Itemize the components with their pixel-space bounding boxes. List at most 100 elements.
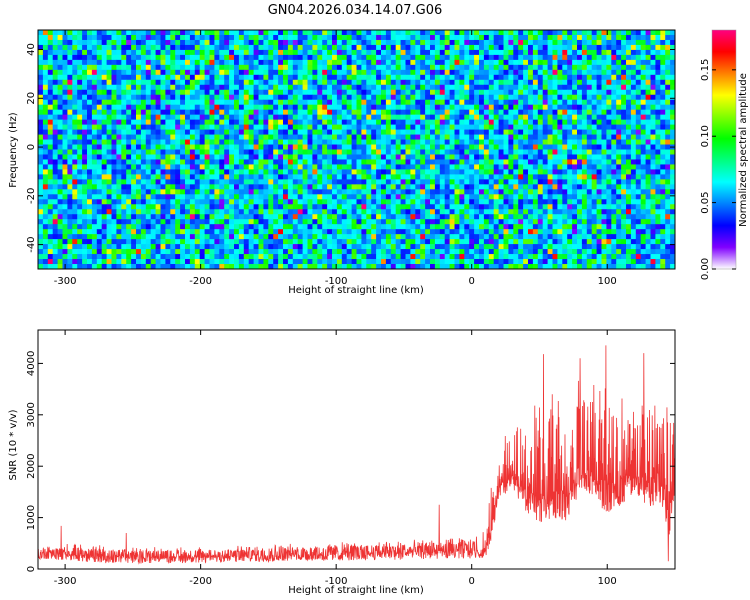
heatmap-cell: [111, 104, 117, 111]
heatmap-cell: [351, 134, 357, 140]
heatmap-cell: [155, 119, 161, 126]
heatmap-cell: [532, 59, 539, 66]
heatmap-cell: [425, 179, 431, 185]
heatmap-cell: [601, 119, 607, 126]
heatmap-cell: [395, 114, 401, 121]
heatmap-cell: [640, 94, 646, 101]
heatmap-cell: [145, 94, 152, 101]
heatmap-cell: [155, 139, 161, 145]
heatmap-cell: [376, 94, 382, 101]
heatmap-cell: [131, 44, 137, 51]
heatmap-cell: [459, 84, 465, 91]
heatmap-cell: [640, 154, 646, 160]
heatmap-cell: [464, 69, 470, 76]
heatmap-cell: [194, 49, 201, 56]
heatmap-cell: [626, 149, 632, 155]
heatmap-cell: [385, 94, 392, 101]
heatmap-cell: [395, 79, 401, 86]
heatmap-cell: [356, 194, 362, 200]
heatmap-cell: [351, 174, 357, 180]
heatmap-cell: [371, 109, 377, 116]
heatmap-cell: [327, 104, 333, 111]
heatmap-cell: [665, 204, 671, 210]
heatmap-cell: [62, 189, 68, 195]
heatmap-cell: [140, 159, 147, 165]
heatmap-cell: [640, 204, 646, 210]
heatmap-cell: [327, 124, 333, 130]
heatmap-cell: [38, 94, 44, 101]
heatmap-cell: [47, 44, 54, 51]
heatmap-cell: [283, 199, 289, 205]
heatmap-cell: [116, 119, 122, 126]
heatmap-cell: [601, 109, 607, 116]
heatmap-cell: [356, 99, 362, 106]
heatmap-cell: [116, 219, 122, 225]
heatmap-cell: [537, 119, 544, 126]
heatmap-cell: [155, 199, 161, 205]
heatmap-cell: [243, 59, 250, 66]
heatmap-cell: [621, 30, 627, 36]
heatmap-cell: [155, 144, 161, 150]
heatmap-cell: [611, 109, 617, 116]
heatmap-cell: [552, 104, 558, 111]
heatmap-cell: [670, 34, 676, 41]
heatmap-cell: [430, 164, 436, 170]
heatmap-cell: [278, 104, 284, 111]
heatmap-cell: [366, 174, 372, 180]
heatmap-cell: [552, 44, 558, 51]
heatmap-cell: [47, 144, 54, 150]
heatmap-cell: [577, 114, 583, 121]
heatmap-cell: [140, 104, 147, 111]
heatmap-cell: [336, 134, 343, 140]
heatmap-cell: [248, 184, 254, 190]
heatmap-cell: [439, 159, 446, 165]
heatmap-cell: [150, 174, 156, 180]
heatmap-cell: [101, 134, 107, 140]
heatmap-cell: [243, 94, 250, 101]
heatmap-cell: [591, 69, 597, 76]
heatmap-cell: [101, 204, 107, 210]
heatmap-cell: [660, 184, 666, 190]
heatmap-cell: [209, 214, 215, 220]
heatmap-cell: [361, 179, 367, 185]
heatmap-cell: [327, 89, 333, 96]
heatmap-cell: [312, 94, 318, 101]
heatmap-cell: [454, 94, 460, 101]
heatmap-cell: [351, 99, 357, 106]
heatmap-cell: [57, 114, 63, 121]
heatmap-cell: [229, 214, 235, 220]
heatmap-cell: [82, 164, 88, 170]
heatmap-cell: [415, 114, 421, 121]
heatmap-cell: [302, 129, 308, 135]
heatmap-cell: [645, 174, 651, 180]
heatmap-cell: [175, 199, 181, 205]
heatmap-cell: [82, 114, 88, 121]
heatmap-cell: [238, 154, 245, 160]
heatmap-cell: [439, 69, 446, 76]
heatmap-cell: [630, 149, 637, 155]
heatmap-cell: [234, 104, 240, 111]
heatmap-cell: [62, 209, 68, 215]
heatmap-cell: [498, 149, 504, 155]
heatmap-cell: [297, 209, 303, 215]
heatmap-cell: [341, 189, 348, 195]
heatmap-cell: [165, 209, 171, 215]
heatmap-cell: [165, 119, 171, 126]
heatmap-cell: [479, 99, 485, 106]
heatmap-cell: [170, 209, 176, 215]
heatmap-cell: [371, 184, 377, 190]
heatmap-cell: [126, 94, 132, 101]
heatmap-cell: [557, 69, 563, 76]
heatmap-cell: [474, 199, 480, 205]
heatmap-cell: [287, 99, 294, 106]
heatmap-cell: [400, 194, 406, 200]
heatmap-cell: [474, 94, 480, 101]
heatmap-cell: [366, 164, 372, 170]
heatmap-cell: [150, 134, 156, 140]
heatmap-cell: [493, 104, 499, 111]
heatmap-cell: [317, 84, 323, 91]
heatmap-cell: [390, 109, 397, 116]
heatmap-cell: [52, 194, 58, 200]
heatmap-cell: [660, 79, 666, 86]
heatmap-cell: [194, 104, 201, 111]
